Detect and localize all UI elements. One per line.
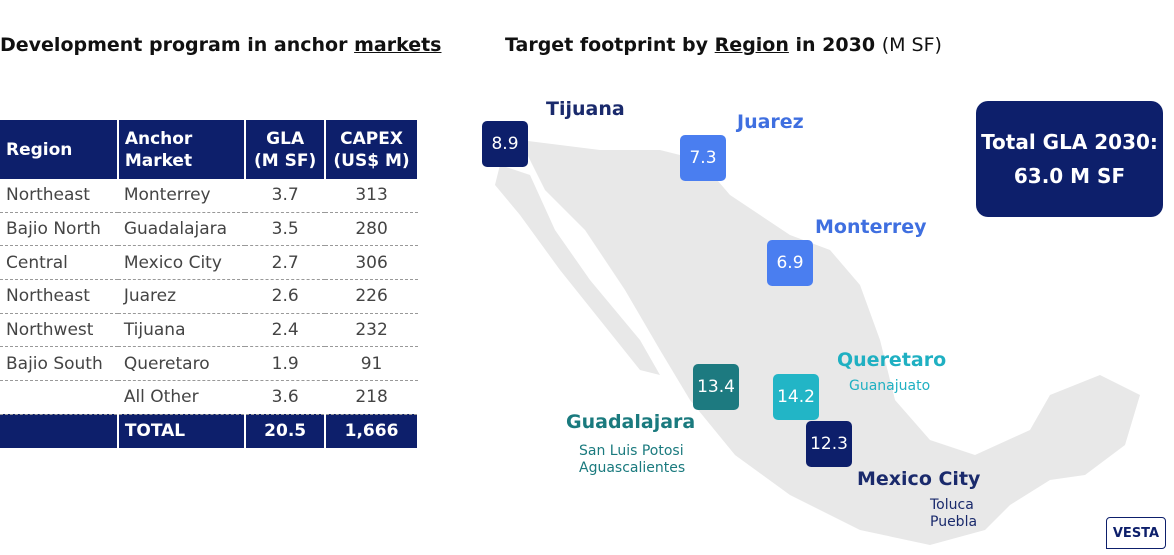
cell: 218 (325, 380, 418, 415)
cell (0, 380, 118, 415)
cell: 280 (325, 212, 418, 247)
cell: 2.7 (245, 245, 326, 281)
title-link: markets (354, 34, 442, 56)
header-cell: GLA (M SF) (245, 120, 327, 179)
marker-value: 7.3 (680, 135, 726, 181)
cell: Tijuana (117, 313, 246, 348)
cell: Juarez (117, 279, 246, 314)
title-text: Target footprint by (505, 34, 709, 56)
table-row: Bajio North Guadalajara 3.5 280 (0, 212, 418, 247)
cell: 2.4 (245, 313, 326, 348)
cell: Bajio South (0, 346, 118, 382)
cell: Northeast (0, 279, 118, 314)
cell: Northeast (0, 179, 118, 213)
marker-label: Juarez (737, 111, 804, 133)
cell (0, 414, 119, 448)
cell: Mexico City (117, 245, 246, 281)
table-row: Northeast Juarez 2.6 226 (0, 279, 418, 314)
cell: All Other (117, 380, 246, 415)
cell: Queretaro (117, 346, 246, 382)
cell: Central (0, 245, 118, 281)
marker-value: 6.9 (767, 240, 813, 286)
header-cell: CAPEX (US$ M) (325, 120, 419, 179)
cell: Bajio North (0, 212, 118, 247)
marker-sublabel: Guanajuato (849, 378, 931, 394)
cell: 3.7 (245, 179, 326, 213)
cell: 91 (325, 346, 418, 382)
table-row: Bajio South Queretaro 1.9 91 (0, 346, 418, 382)
total-label: Total GLA 2030: (981, 130, 1158, 154)
title-text: Development program in anchor (0, 34, 348, 56)
marker-label: Monterrey (815, 216, 927, 238)
table-row: Northeast Monterrey 3.7 313 (0, 179, 418, 213)
marker-label: Tijuana (546, 98, 625, 120)
title-text: in 2030 (795, 34, 876, 56)
cell: 3.5 (245, 212, 326, 247)
marker-sublabel: Aguascalientes (579, 460, 686, 476)
title-unit: (M SF) (881, 34, 942, 56)
marker-value: 12.3 (806, 421, 852, 467)
logo: VESTA (1106, 517, 1166, 549)
cell: Northwest (0, 313, 118, 348)
cell: 3.6 (245, 380, 326, 415)
cell: 232 (325, 313, 418, 348)
cell: 20.5 (245, 414, 327, 448)
cell: 1.9 (245, 346, 326, 382)
table-row: Northwest Tijuana 2.4 232 (0, 313, 418, 348)
marker-label: Mexico City (857, 468, 981, 490)
marker-sublabel: Toluca (930, 497, 974, 513)
marker-sublabel: San Luis Potosi (579, 443, 684, 459)
marker-label: Queretaro (837, 349, 947, 371)
marker-label: Guadalajara (566, 411, 696, 433)
total-row: TOTAL 20.5 1,666 (0, 414, 419, 448)
mexico-mainland (520, 140, 1140, 545)
marker-value: 14.2 (773, 374, 819, 420)
table-row: All Other 3.6 218 (0, 380, 418, 415)
marker-value: 8.9 (482, 121, 528, 167)
left-title: Development program in anchor markets (0, 34, 441, 56)
cell: Monterrey (117, 179, 246, 213)
header-cell: Anchor Market (117, 120, 247, 179)
total-value: 63.0 M SF (1013, 164, 1126, 188)
program-table: Region Anchor Market GLA (M SF) CAPEX (US$ … (0, 120, 419, 448)
total-box: Total GLA 2030: 63.0 M SF (976, 101, 1163, 217)
cell: 2.6 (245, 279, 326, 314)
table-row: Central Mexico City 2.7 306 (0, 245, 418, 281)
marker-sublabel: Puebla (930, 514, 978, 530)
cell: 306 (325, 245, 418, 281)
cell: 1,666 (325, 414, 419, 448)
header-cell: Region (0, 120, 119, 179)
cell: Guadalajara (117, 212, 246, 247)
baja-peninsula (495, 165, 660, 375)
cell: 313 (325, 179, 418, 213)
title-link: Region (714, 34, 789, 56)
cell: TOTAL (117, 414, 247, 448)
right-title: Target footprint by Region in 2030 (M SF… (505, 34, 942, 56)
marker-value: 13.4 (693, 364, 739, 410)
cell: 226 (325, 279, 418, 314)
